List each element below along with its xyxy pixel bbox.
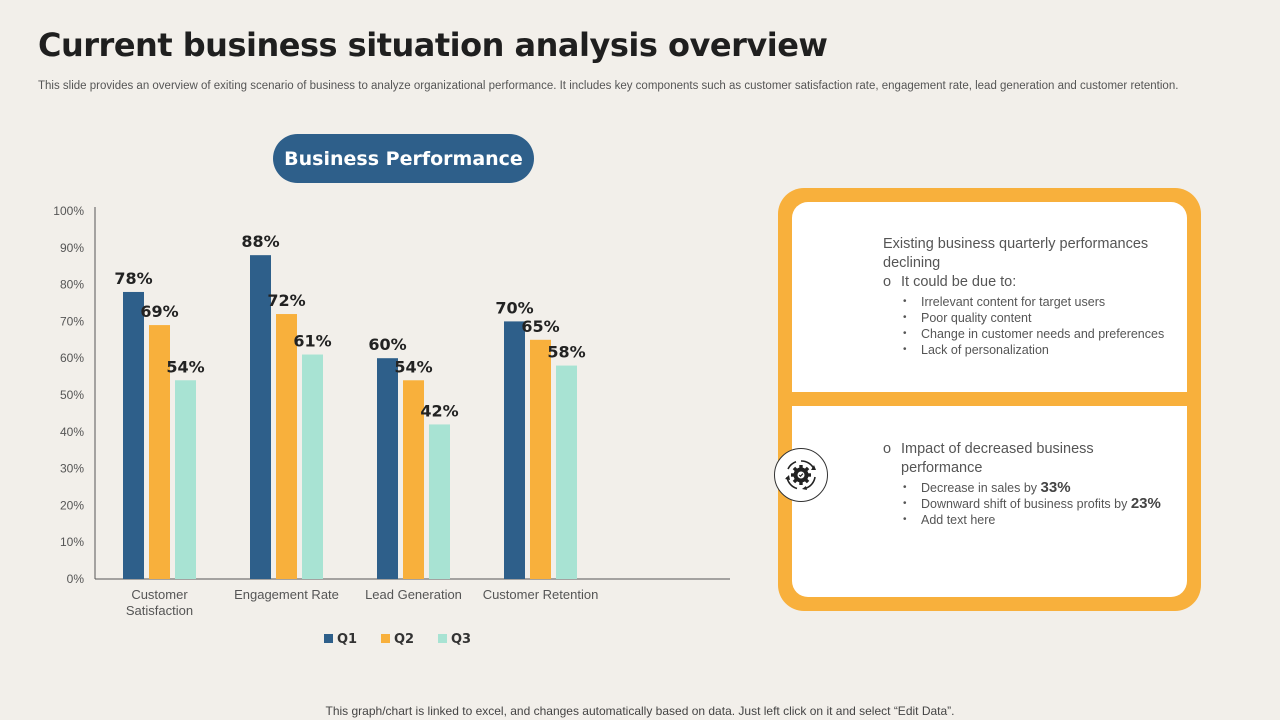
chart-title: Business Performance <box>284 147 523 170</box>
impact-point-label: Impact of decreased business performance <box>901 441 1094 476</box>
bar-q3 <box>556 365 577 579</box>
category-label: Lead Generation <box>365 587 462 602</box>
bar-q1 <box>504 321 525 579</box>
page-subtitle: This slide provides an overview of exiti… <box>38 80 1179 92</box>
data-label: 42% <box>420 401 458 420</box>
bar-q3 <box>175 380 196 579</box>
bar-chart: 0% 10% 20% 30% 40% 50% 60% 70% 80% 90% 100% 78% 69% 5… <box>53 204 730 647</box>
list-item: • Irrelevant content for target users <box>903 295 1106 309</box>
circle-bullet-icon: o <box>883 274 892 290</box>
y-tick-label: 70% <box>60 314 84 328</box>
chart-title-pill: Business Performance <box>273 134 534 183</box>
data-label: 54% <box>394 357 432 376</box>
list-item: • Decrease in sales by 33% <box>903 479 1071 496</box>
y-tick-label: 40% <box>60 425 84 439</box>
data-label: 69% <box>140 302 178 321</box>
list-item: • Change in customer needs and preference… <box>903 327 1165 341</box>
list-item: • Add text here <box>903 513 996 527</box>
list-item: • Lack of personalization <box>903 343 1049 357</box>
y-tick-label: 80% <box>60 278 84 292</box>
y-tick-label: 30% <box>60 462 84 476</box>
gear-settings-icon <box>774 448 828 502</box>
bar-q1 <box>377 358 398 579</box>
bullet-dot-icon: • <box>903 498 907 509</box>
data-label: 61% <box>293 332 331 351</box>
data-label: 78% <box>114 269 152 288</box>
impact-point: o Impact of decreased business performan… <box>883 440 1173 478</box>
bullet-dot-icon: • <box>903 296 907 307</box>
sales-decrease-value: 33% <box>1040 479 1071 496</box>
data-label: 54% <box>166 357 204 376</box>
y-tick-label: 60% <box>60 351 84 365</box>
info-box-impact: o Impact of decreased business performan… <box>792 406 1187 597</box>
page-title: Current business situation analysis over… <box>38 26 828 64</box>
cause-point-label: It could be due to: <box>901 274 1017 290</box>
legend-swatch <box>324 634 333 643</box>
bullet-dot-icon: • <box>903 312 907 323</box>
category-label: Satisfaction <box>126 603 193 618</box>
data-label: 58% <box>547 343 585 362</box>
legend-swatch <box>438 634 447 643</box>
legend-label: Q1 <box>337 632 357 647</box>
y-tick-label: 0% <box>67 572 85 586</box>
bar-q2 <box>149 325 170 579</box>
info-box-causes: Existing business quarterly performances… <box>792 202 1187 392</box>
y-tick-label: 20% <box>60 498 84 512</box>
cause-point: o It could be due to: <box>883 273 1173 292</box>
y-tick-label: 100% <box>53 204 84 218</box>
category-label: Engagement Rate <box>234 587 339 602</box>
category-label: Customer Retention <box>483 587 599 602</box>
category-label: Customer <box>131 587 188 602</box>
bar-q1 <box>123 291 144 579</box>
cause-list: • Irrelevant content for target users • Po… <box>903 294 1173 358</box>
bar-q3 <box>302 354 323 579</box>
profit-decrease-value: 23% <box>1130 495 1161 512</box>
y-tick-label: 90% <box>60 241 84 255</box>
legend-label: Q2 <box>394 632 414 647</box>
y-tick-label: 50% <box>60 388 84 402</box>
data-label: 60% <box>368 335 406 354</box>
bar-q3 <box>429 424 450 579</box>
data-label: 70% <box>495 298 533 317</box>
info-lead: Existing business quarterly performances… <box>883 236 1149 271</box>
list-item: • Poor quality content <box>903 311 1032 325</box>
data-label: 65% <box>521 317 559 336</box>
footer-note: This graph/chart is linked to excel, and… <box>325 704 955 718</box>
bullet-dot-icon: • <box>903 514 907 525</box>
bullet-dot-icon: • <box>903 344 907 355</box>
bar-q2 <box>530 339 551 579</box>
data-label: 88% <box>241 232 279 251</box>
legend-label: Q3 <box>451 632 471 647</box>
bullet-dot-icon: • <box>903 328 907 339</box>
impact-list: • Decrease in sales by 33% • Downward shif… <box>903 480 1173 528</box>
bar-q2 <box>403 380 424 579</box>
legend-swatch <box>381 634 390 643</box>
y-tick-label: 10% <box>60 535 84 549</box>
bar-q1 <box>250 255 271 579</box>
list-item: • Downward shift of business profits by 2… <box>903 495 1161 512</box>
data-label: 72% <box>267 291 305 310</box>
bullet-dot-icon: • <box>903 482 907 493</box>
circle-bullet-icon: o <box>883 441 892 457</box>
bar-q2 <box>276 314 297 579</box>
